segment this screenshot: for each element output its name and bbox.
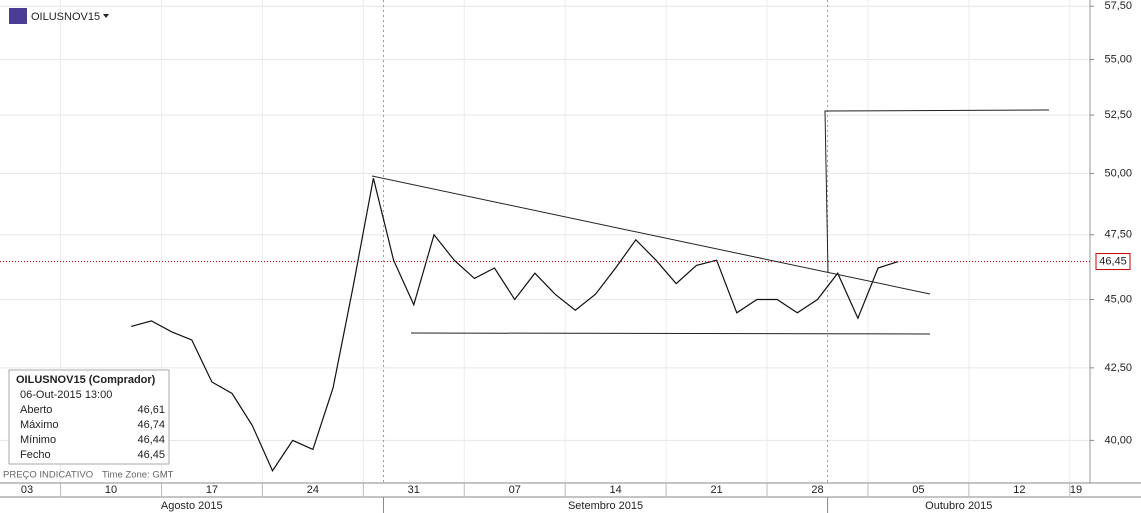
info-box: OILUSNOV15 (Comprador) 06-Out-2015 13:00 [8,369,170,465]
x-tick-label: 05 [912,484,924,496]
info-datetime: 06-Out-2015 13:00 [20,389,112,401]
trend-line [371,175,931,295]
x-tick-label: 17 [206,484,218,496]
y-tick-label: 47,50 [1104,229,1132,241]
y-tick-label: 40,00 [1104,434,1132,446]
info-value: 46,74 [137,419,165,431]
dropdown-arrow[interactable] [103,14,109,18]
last-price-label: 46,45 [1099,255,1127,267]
symbol-name[interactable]: OILUSNOV15 [31,11,100,23]
symbol-icon [9,8,27,24]
info-label: Fecho [20,449,51,461]
info-title: OILUSNOV15 (Comprador) [16,374,156,386]
info-value: 46,45 [137,449,165,461]
price-line [131,178,899,472]
y-tick-label: 57,50 [1104,0,1132,12]
month-label: Agosto 2015 [161,500,223,512]
y-tick-label: 45,00 [1104,293,1132,305]
symbol-header[interactable]: OILUSNOV15 [9,8,109,24]
x-tick-label: 28 [811,484,823,496]
x-tick-label: 19 [1070,484,1082,496]
trend-line [824,109,1050,273]
info-label: Mínimo [20,434,56,446]
x-tick-label: 14 [610,484,622,496]
info-box-frame [8,369,170,465]
info-label: Aberto [20,404,52,416]
trend-lines [371,109,1050,335]
info-label: Máximo [20,419,59,431]
info-value: 46,61 [137,404,165,416]
month-label: Outubro 2015 [925,500,992,512]
grid [0,0,1090,483]
x-tick-label: 10 [105,484,117,496]
footer-timezone: Time Zone: GMT [102,470,174,481]
x-tick-label: 31 [408,484,420,496]
info-value: 46,44 [137,434,165,446]
y-tick-label: 52,50 [1104,109,1132,121]
x-tick-label: 21 [710,484,722,496]
footer-note: PREÇO INDICATIVO [3,470,93,481]
x-tick-label: 12 [1013,484,1025,496]
marks [0,178,1090,472]
y-tick-label: 42,50 [1104,362,1132,374]
x-tick-label: 03 [21,484,33,496]
x-tick-label: 07 [509,484,521,496]
y-tick-label: 50,00 [1104,167,1132,179]
trend-line [410,332,931,335]
x-tick-label: 24 [307,484,319,496]
last-price-box [1095,253,1131,271]
y-tick-label: 55,00 [1104,53,1132,65]
month-label: Setembro 2015 [568,500,643,512]
